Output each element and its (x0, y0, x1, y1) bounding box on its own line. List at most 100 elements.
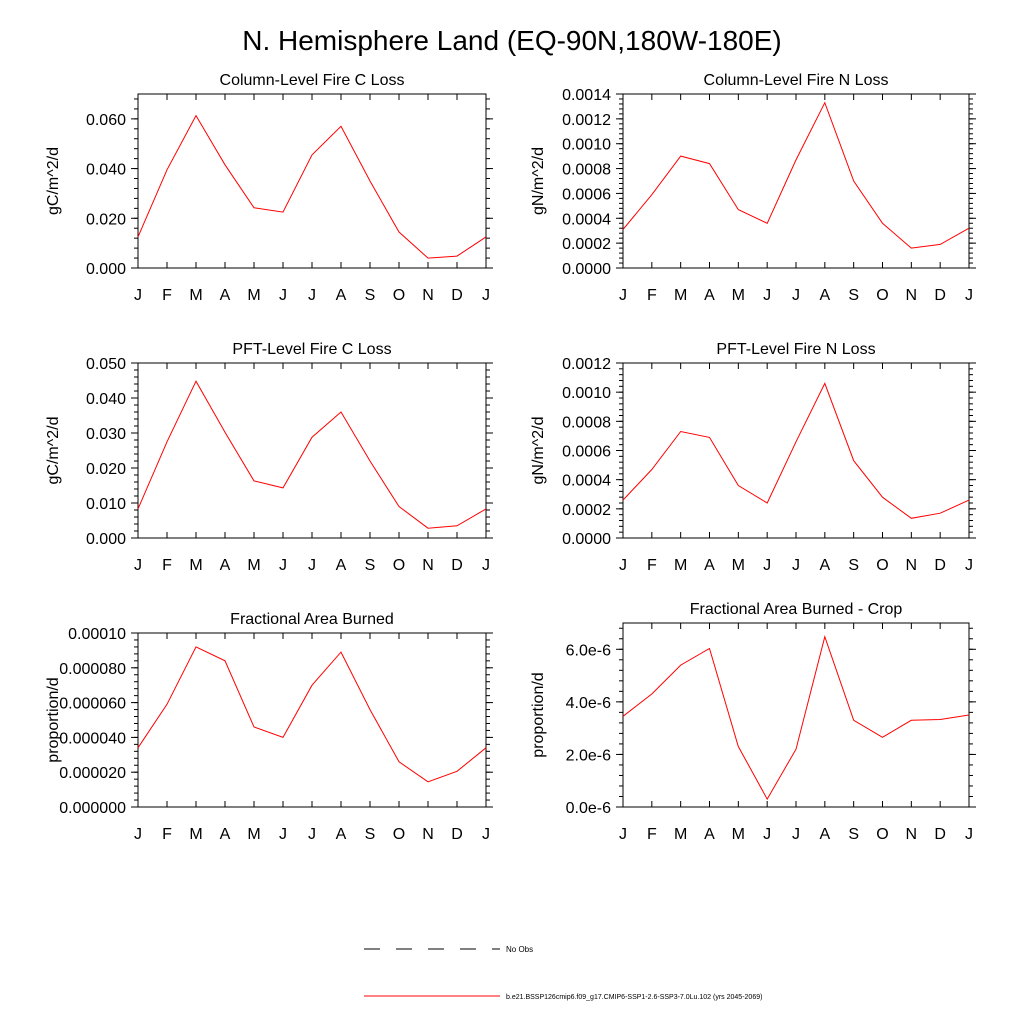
x-tick-label: J (279, 557, 287, 574)
y-tick-label: 0.000 (86, 261, 126, 278)
x-tick-label: J (279, 826, 287, 843)
x-tick-label: S (848, 557, 859, 574)
x-tick-label: J (482, 826, 490, 843)
x-tick-label: J (482, 557, 490, 574)
y-tick-label: 0.0000 (562, 531, 611, 548)
y-tick-label: 0.0002 (562, 236, 611, 253)
x-tick-label: D (451, 826, 463, 843)
x-tick-label: J (134, 287, 142, 304)
x-tick-label: M (732, 826, 745, 843)
x-tick-label: N (422, 287, 434, 304)
chart-title: PFT-Level Fire C Loss (232, 341, 391, 358)
x-tick-label: M (189, 557, 202, 574)
y-tick-label: 0.060 (86, 112, 126, 129)
x-tick-label: O (393, 287, 405, 304)
y-axis-label: gC/m^2/d (45, 147, 62, 215)
y-tick-label: 0.020 (86, 461, 126, 478)
x-tick-label: M (189, 287, 202, 304)
x-tick-label: O (876, 287, 888, 304)
series-line (622, 634, 970, 801)
x-tick-label: M (674, 826, 687, 843)
x-tick-label: O (876, 557, 888, 574)
y-tick-label: 0.0010 (562, 137, 611, 154)
x-tick-label: D (451, 287, 463, 304)
x-tick-label: J (965, 287, 973, 304)
x-tick-label: J (965, 557, 973, 574)
y-tick-label: 0.00010 (68, 626, 126, 643)
y-tick-label: 2.0e-6 (566, 747, 611, 764)
x-tick-label: M (247, 826, 260, 843)
x-tick-label: A (704, 557, 715, 574)
x-tick-label: A (819, 826, 830, 843)
x-tick-label: A (704, 287, 715, 304)
series-line (622, 101, 970, 249)
x-tick-label: F (647, 557, 657, 574)
y-axis-label: proportion/d (530, 672, 547, 757)
x-tick-label: A (336, 287, 347, 304)
x-tick-label: J (763, 826, 771, 843)
y-tick-label: 0.0012 (562, 112, 611, 129)
x-tick-label: D (934, 287, 946, 304)
x-tick-label: S (848, 826, 859, 843)
x-tick-label: M (732, 557, 745, 574)
x-tick-label: J (763, 557, 771, 574)
x-tick-label: D (451, 557, 463, 574)
x-tick-label: J (279, 287, 287, 304)
legend: No Obs b.e21.BSSP126cmip6.f09_g17.CMIP6-… (364, 945, 762, 1001)
x-tick-label: J (763, 287, 771, 304)
x-tick-label: J (619, 557, 627, 574)
page-title: N. Hemisphere Land (EQ-90N,180W-180E) (242, 25, 782, 56)
y-tick-label: 0.010 (86, 496, 126, 513)
x-tick-label: A (819, 287, 830, 304)
chart-title: Column-Level Fire N Loss (704, 72, 889, 89)
y-tick-label: 0.0010 (562, 385, 611, 402)
x-tick-label: M (674, 557, 687, 574)
y-axis-label: gN/m^2/d (530, 417, 547, 485)
y-tick-label: 0.000 (86, 531, 126, 548)
x-tick-label: M (732, 287, 745, 304)
y-tick-label: 0.0012 (562, 356, 611, 373)
y-tick-label: 0.000080 (59, 661, 126, 678)
y-tick-label: 0.0006 (562, 444, 611, 461)
x-tick-label: J (619, 826, 627, 843)
chart-title: PFT-Level Fire N Loss (716, 341, 875, 358)
y-tick-label: 0.0002 (562, 502, 611, 519)
y-tick-label: 0.0006 (562, 186, 611, 203)
x-tick-label: F (647, 287, 657, 304)
x-tick-label: J (134, 826, 142, 843)
plot-frame (622, 362, 970, 539)
legend-run-label: b.e21.BSSP126cmip6.f09_g17.CMIP6-SSP1-2.… (506, 994, 762, 1001)
series-line (622, 382, 970, 519)
series-line (137, 380, 487, 529)
plot-frame (622, 93, 970, 269)
x-tick-label: J (482, 287, 490, 304)
y-tick-label: 0.0008 (562, 414, 611, 431)
x-tick-label: J (619, 287, 627, 304)
x-tick-label: F (647, 826, 657, 843)
y-axis-label: proportion/d (45, 677, 62, 762)
x-tick-label: M (674, 287, 687, 304)
x-tick-label: J (792, 287, 800, 304)
x-tick-label: S (365, 557, 376, 574)
legend-obs-label: No Obs (506, 945, 533, 954)
y-tick-label: 0.000060 (59, 696, 126, 713)
x-tick-label: D (934, 557, 946, 574)
x-tick-label: O (876, 826, 888, 843)
plot-frame (137, 362, 487, 539)
x-tick-label: A (220, 557, 231, 574)
x-tick-label: A (220, 287, 231, 304)
x-tick-label: J (308, 557, 316, 574)
x-tick-label: S (365, 826, 376, 843)
x-tick-label: F (162, 826, 172, 843)
y-tick-label: 6.0e-6 (566, 642, 611, 659)
y-tick-label: 0.040 (86, 391, 126, 408)
x-tick-label: S (365, 287, 376, 304)
x-tick-label: J (134, 557, 142, 574)
y-tick-label: 0.040 (86, 162, 126, 179)
